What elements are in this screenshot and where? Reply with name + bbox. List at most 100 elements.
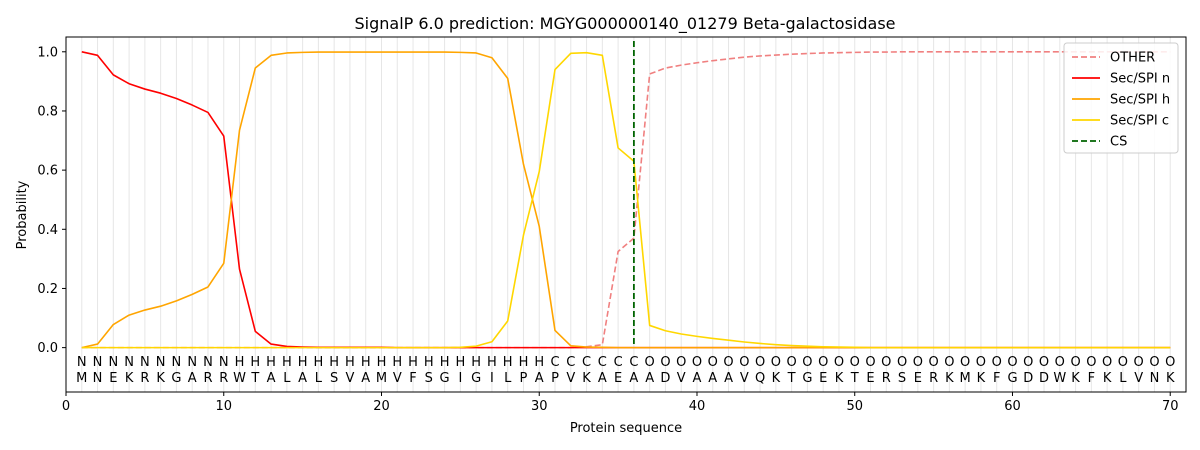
region-label: O <box>660 355 670 370</box>
residue-label: T <box>787 371 796 386</box>
residue-label: A <box>724 371 733 386</box>
plot-frame <box>65 36 1187 393</box>
region-label: H <box>392 355 402 370</box>
residue-label: K <box>582 371 591 386</box>
residue-label: S <box>330 371 338 386</box>
region-label: O <box>739 355 749 370</box>
y-axis-ticks: 0.0 0.2 0.4 0.6 0.8 1.0 <box>37 45 66 356</box>
y-tick-label: 0.4 <box>37 223 58 238</box>
region-label: O <box>928 355 938 370</box>
x-tick-label: 60 <box>1004 399 1021 414</box>
legend: OTHER Sec/SPI n Sec/SPI h Sec/SPI c CS <box>1063 42 1179 154</box>
residue-label: V <box>740 371 749 386</box>
region-label: H <box>487 355 497 370</box>
residue-label: L <box>315 371 323 386</box>
residue-label: V <box>393 371 402 386</box>
residue-label: V <box>1134 371 1143 386</box>
residue-label: G <box>1007 371 1017 386</box>
residue-label: E <box>914 371 922 386</box>
residue-label: R <box>219 371 228 386</box>
region-label: O <box>1055 355 1065 370</box>
region-label: O <box>1134 355 1144 370</box>
residue-label: L <box>504 371 512 386</box>
region-label: N <box>124 355 134 370</box>
series-line-0 <box>81 50 1171 349</box>
region-label: N <box>187 355 197 370</box>
region-label: H <box>314 355 324 370</box>
region-label: C <box>598 355 607 370</box>
legend-label: Sec/SPI n <box>1110 72 1170 87</box>
region-label: H <box>534 355 544 370</box>
region-label: O <box>1039 355 1049 370</box>
residue-label: A <box>298 371 307 386</box>
residue-label: W <box>1053 371 1066 386</box>
region-label: O <box>1165 355 1175 370</box>
residue-label: A <box>535 371 544 386</box>
residue-label: I <box>458 371 462 386</box>
region-label: H <box>282 355 292 370</box>
region-label: H <box>408 355 418 370</box>
region-label: O <box>976 355 986 370</box>
residue-label: A <box>188 371 197 386</box>
legend-label: Sec/SPI c <box>1110 114 1169 129</box>
legend-label: OTHER <box>1110 51 1155 66</box>
residue-label: E <box>819 371 827 386</box>
region-label: N <box>203 355 213 370</box>
region-label: O <box>881 355 891 370</box>
region-label: O <box>692 355 702 370</box>
residue-label: V <box>566 371 575 386</box>
residue-label: R <box>929 371 938 386</box>
x-tick-label: 0 <box>62 399 70 414</box>
region-label: O <box>897 355 907 370</box>
residue-label: M <box>960 371 971 386</box>
region-label: O <box>1149 355 1159 370</box>
x-tick-label: 20 <box>373 399 390 414</box>
residue-label: D <box>1039 371 1049 386</box>
region-label: H <box>266 355 276 370</box>
region-label: O <box>960 355 970 370</box>
residue-label: E <box>866 371 874 386</box>
residue-label: M <box>76 371 87 386</box>
residue-label: K <box>772 371 781 386</box>
region-label: N <box>219 355 229 370</box>
residue-label: S <box>898 371 906 386</box>
residue-label: A <box>693 371 702 386</box>
y-tick-label: 0.8 <box>37 104 58 119</box>
x-tick-label: 40 <box>689 399 706 414</box>
region-label: O <box>1023 355 1033 370</box>
residue-label: K <box>835 371 844 386</box>
residue-label: A <box>629 371 638 386</box>
residue-label: S <box>425 371 433 386</box>
region-label: C <box>629 355 638 370</box>
x-axis-ticks: 0 10 20 30 40 50 60 70 <box>62 392 1178 414</box>
region-label: H <box>235 355 245 370</box>
residue-label: K <box>945 371 954 386</box>
region-label: O <box>723 355 733 370</box>
region-label: O <box>1118 355 1128 370</box>
residue-label: G <box>440 371 450 386</box>
region-label: O <box>802 355 812 370</box>
residue-label: F <box>409 371 416 386</box>
region-label: N <box>108 355 118 370</box>
region-label: O <box>676 355 686 370</box>
residue-label: E <box>614 371 622 386</box>
region-label: O <box>1007 355 1017 370</box>
residue-label: T <box>850 371 859 386</box>
region-label: H <box>361 355 371 370</box>
region-label: H <box>503 355 513 370</box>
residue-label: A <box>361 371 370 386</box>
residue-label: R <box>882 371 891 386</box>
residue-label: I <box>490 371 494 386</box>
residue-label: K <box>156 371 165 386</box>
region-label: N <box>93 355 103 370</box>
region-label: O <box>834 355 844 370</box>
region-label: H <box>298 355 308 370</box>
region-label: N <box>172 355 182 370</box>
region-label: O <box>865 355 875 370</box>
x-tick-label: 10 <box>215 399 232 414</box>
region-label: O <box>944 355 954 370</box>
series-layer <box>81 41 1171 349</box>
residue-label: A <box>708 371 717 386</box>
